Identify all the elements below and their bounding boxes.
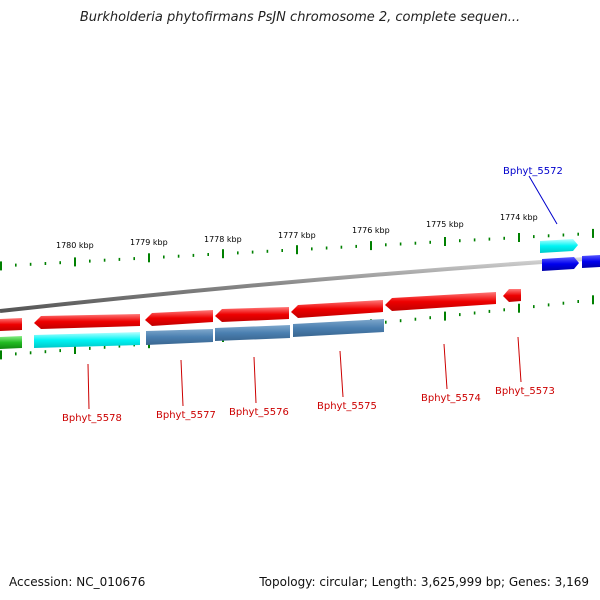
kbp-label-1776: 1776 kbp: [352, 226, 390, 235]
label-leader-lines: [87, 175, 558, 410]
feature-steel-bphyt-5577[interactable]: [146, 329, 213, 345]
gene-label-bphyt-5575[interactable]: Bphyt_5575: [317, 401, 377, 412]
kbp-label-1777: 1777 kbp: [278, 231, 316, 240]
leader-bphyt-5576: [253, 356, 257, 404]
gene-arrow-bphyt-5577[interactable]: [145, 310, 213, 326]
feature-steel-bphyt-5576[interactable]: [215, 325, 290, 341]
gene-label-bphyt-5572[interactable]: Bphyt_5572: [503, 166, 563, 177]
reverse-strand-features: [0, 319, 384, 349]
kbp-label-1774: 1774 kbp: [500, 213, 538, 222]
gene-label-bphyt-5578[interactable]: Bphyt_5578: [62, 413, 122, 424]
gene-label-bphyt-5573[interactable]: Bphyt_5573: [495, 386, 555, 397]
gene-arrow-bphyt-5574[interactable]: [385, 292, 496, 311]
leader-bphyt-5575: [339, 350, 344, 398]
gene-label-bphyt-5574[interactable]: Bphyt_5574: [421, 393, 481, 404]
gene-labels: Bphyt_5572 Bphyt_5573 Bphyt_5574 Bphyt_5…: [62, 166, 563, 424]
kbp-label-1778: 1778 kbp: [204, 235, 242, 244]
leader-bphyt-5578: [87, 363, 90, 410]
feature-cyan-bphyt-5572[interactable]: [540, 239, 578, 253]
topology-summary: Topology: circular; Length: 3,625,999 bp…: [259, 575, 589, 589]
kbp-label-1780: 1780 kbp: [56, 241, 94, 250]
gene-arrow-bphyt-5573[interactable]: [503, 289, 521, 302]
feature-steel-bphyt-5575[interactable]: [293, 319, 384, 337]
kbp-label-1775: 1775 kbp: [426, 220, 464, 229]
gene-arrow-left-edge[interactable]: [0, 318, 22, 331]
leader-bphyt-5574: [443, 343, 448, 390]
map-title: Burkholderia phytofirmans PsJN chromosom…: [79, 10, 521, 25]
chromosome-backbone: [0, 256, 600, 313]
gene-arrow-bphyt-5578[interactable]: [34, 314, 140, 329]
feature-green-left[interactable]: [0, 336, 22, 349]
forward-strand-features: [0, 289, 521, 331]
kbp-label-1779: 1779 kbp: [130, 238, 168, 247]
gene-label-bphyt-5577[interactable]: Bphyt_5577: [156, 410, 216, 421]
gene-label-bphyt-5576[interactable]: Bphyt_5576: [229, 407, 289, 418]
leader-bphyt-5572: [528, 175, 558, 225]
bphyt-5572-features: [540, 239, 600, 271]
feature-cyan-bphyt-5578[interactable]: [34, 332, 140, 348]
outer-kbp-ticks: [0, 228, 594, 271]
leader-bphyt-5573: [517, 336, 522, 383]
gene-arrow-right-edge[interactable]: [582, 255, 600, 268]
gene-arrow-bphyt-5572[interactable]: [542, 257, 579, 271]
gene-arrow-bphyt-5576[interactable]: [215, 307, 289, 322]
leader-bphyt-5577: [180, 359, 184, 407]
kbp-scale-labels: 1780 kbp 1779 kbp 1778 kbp 1777 kbp 1776…: [56, 213, 538, 250]
accession-text: Accession: NC_010676: [9, 575, 146, 589]
gene-arrow-bphyt-5575[interactable]: [291, 300, 383, 318]
